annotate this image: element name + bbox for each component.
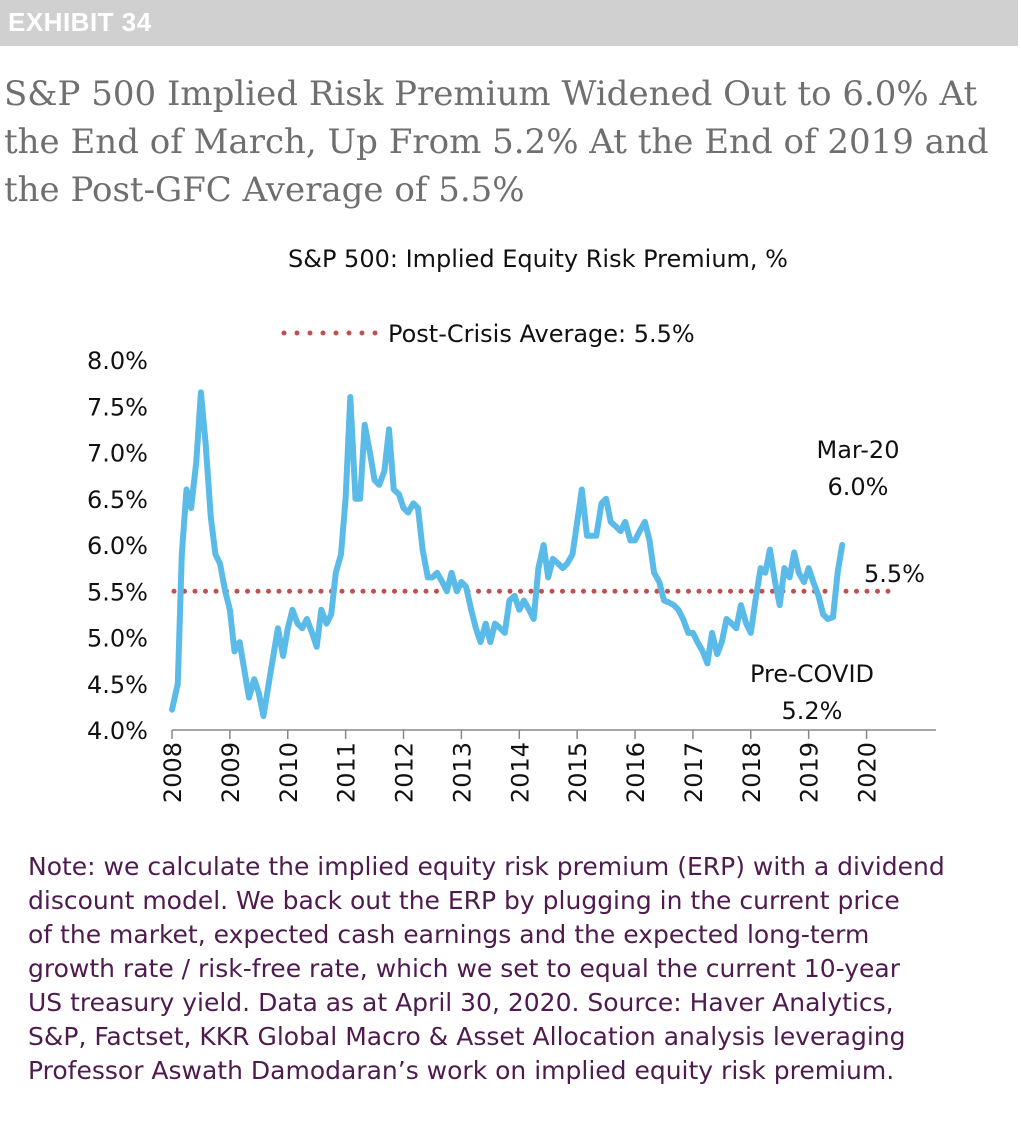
chart-title: S&P 500: Implied Equity Risk Premium, % — [288, 245, 788, 273]
annotation-mar20-value: 6.0% — [828, 473, 889, 501]
average-value-label: 5.5% — [864, 560, 925, 588]
x-tick-label: 2008 — [159, 742, 187, 803]
note-line: discount model. We back out the ERP by p… — [28, 886, 900, 915]
headline: S&P 500 Implied Risk Premium Widened Out… — [4, 74, 989, 210]
x-tick-label: 2011 — [333, 742, 361, 803]
y-tick-label: 5.5% — [87, 578, 148, 606]
y-axis: 4.0% 4.5% 5.0% 5.5% 6.0% 6.5% 7.0% 7.5% 8.0% — [87, 347, 148, 745]
x-tick-label: 2016 — [622, 742, 650, 803]
x-tick-label: 2018 — [738, 742, 766, 803]
x-tick-label: 2010 — [275, 742, 303, 803]
note-line: growth rate / risk-free rate, which we s… — [28, 954, 901, 983]
x-axis: 2008 2009 2010 2011 2012 2013 2014 2015 2016 2017… — [159, 730, 882, 803]
annotation-mar20-label: Mar-20 — [817, 436, 900, 464]
exhibit-label: EXHIBIT 34 — [8, 7, 152, 37]
x-tick-label: 2020 — [854, 742, 882, 803]
annotation-mar20: Mar-20 6.0% — [817, 436, 900, 501]
y-tick-label: 8.0% — [87, 347, 148, 375]
x-tick-label: 2012 — [391, 742, 419, 803]
y-tick-label: 6.5% — [87, 486, 148, 514]
y-tick-label: 7.5% — [87, 393, 148, 421]
x-tick-label: 2014 — [506, 742, 534, 803]
y-tick-label: 5.0% — [87, 625, 148, 653]
legend-label: Post-Crisis Average: 5.5% — [388, 320, 695, 348]
y-tick-label: 6.0% — [87, 532, 148, 560]
erp-chart: S&P 500: Implied Equity Risk Premium, % … — [87, 245, 936, 803]
legend: Post-Crisis Average: 5.5% — [281, 320, 695, 348]
x-tick-label: 2017 — [680, 742, 708, 803]
x-tick-label: 2015 — [564, 742, 592, 803]
annotation-pre-covid: Pre-COVID 5.2% — [750, 660, 874, 725]
note-line: US treasury yield. Data as at April 30, … — [28, 988, 894, 1017]
exhibit-bar: EXHIBIT 34 — [0, 0, 1018, 46]
annotation-pre-covid-value: 5.2% — [782, 697, 843, 725]
y-tick-label: 7.0% — [87, 440, 148, 468]
x-tick-label: 2019 — [796, 742, 824, 803]
y-tick-label: 4.0% — [87, 717, 148, 745]
note-line: Note: we calculate the implied equity ri… — [28, 852, 945, 881]
x-tick-label: 2013 — [448, 742, 476, 803]
source-note: Note: we calculate the implied equity ri… — [28, 850, 1008, 1088]
note-line: of the market, expected cash earnings an… — [28, 920, 870, 949]
x-tick-label: 2009 — [217, 742, 245, 803]
note-line: S&P, Factset, KKR Global Macro & Asset A… — [28, 1022, 906, 1051]
y-tick-label: 4.5% — [87, 671, 148, 699]
annotation-pre-covid-label: Pre-COVID — [750, 660, 874, 688]
erp-series-line — [169, 389, 846, 720]
note-line: Professor Aswath Damodaran’s work on imp… — [28, 1056, 895, 1085]
